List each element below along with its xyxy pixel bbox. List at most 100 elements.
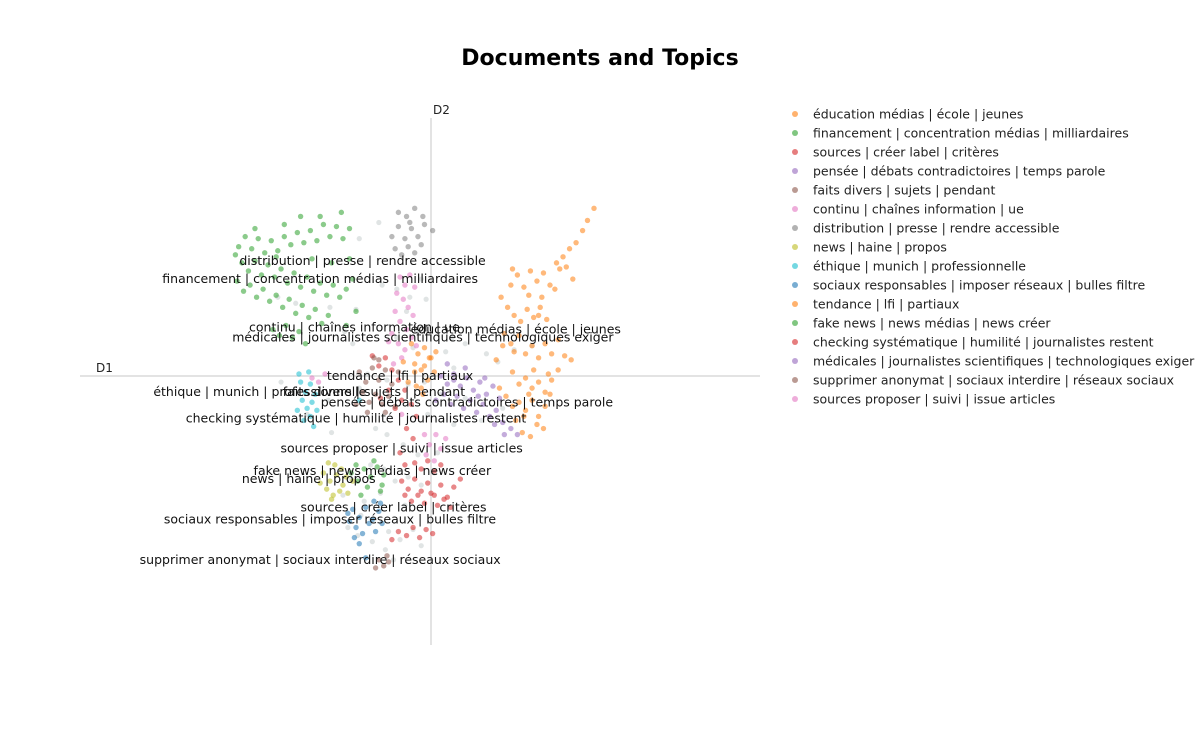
legend-marker[interactable] [792, 206, 798, 212]
data-point [428, 355, 434, 361]
data-point [402, 347, 408, 353]
topic-label: médicales | journalistes scientifiques |… [232, 330, 614, 345]
data-point [278, 266, 284, 272]
legend-item[interactable]: sources | créer label | critères [813, 145, 999, 160]
data-point [560, 254, 566, 260]
legend-marker[interactable] [792, 282, 798, 288]
data-point [493, 407, 499, 414]
data-point [451, 484, 457, 490]
legend-marker[interactable] [792, 396, 798, 402]
legend-marker[interactable] [792, 130, 798, 136]
legend-item[interactable]: sources proposer | suivi | issue article… [813, 392, 1055, 407]
data-point [513, 417, 519, 424]
data-point [367, 474, 374, 480]
data-point [343, 286, 349, 292]
legend-item[interactable]: éthique | munich | professionnelle [813, 259, 1026, 274]
legend-item[interactable]: news | haine | propos [813, 240, 947, 255]
data-point [304, 405, 310, 412]
legend-marker[interactable] [792, 149, 798, 155]
data-point [317, 213, 323, 220]
data-point [317, 480, 323, 486]
topic-points [232, 205, 597, 571]
data-point [353, 462, 359, 468]
data-point [398, 478, 405, 484]
data-point [498, 294, 504, 300]
legend-item[interactable]: sociaux responsables | imposer réseaux |… [813, 278, 1146, 293]
background-point [403, 308, 410, 314]
data-point [441, 391, 447, 397]
data-point [402, 387, 408, 393]
legend-marker[interactable] [792, 320, 798, 326]
legend-marker[interactable] [792, 187, 798, 193]
data-point [350, 478, 356, 484]
data-point [369, 516, 376, 523]
data-point [483, 391, 490, 397]
topic-label: supprimer anonymat | sociaux interdire |… [140, 552, 501, 567]
legend-item[interactable]: fake news | news médias | news créer [813, 316, 1051, 331]
data-point [252, 258, 258, 264]
legend-item[interactable]: checking systématique | humilité | journ… [813, 335, 1154, 350]
background-point [397, 537, 403, 543]
data-point [403, 326, 410, 333]
data-point [361, 466, 367, 472]
background-point [434, 450, 441, 456]
data-point [379, 401, 385, 407]
legend-marker[interactable] [792, 339, 798, 345]
data-point [312, 306, 318, 313]
legend-item[interactable]: pensée | débats contradictoires | temps … [813, 164, 1106, 179]
data-point [486, 413, 493, 420]
legend-marker[interactable] [792, 358, 798, 364]
data-point [457, 383, 464, 389]
data-point [249, 246, 255, 252]
legend-marker[interactable] [792, 377, 798, 383]
data-point [418, 385, 424, 391]
legend-marker[interactable] [792, 263, 798, 269]
data-point [366, 399, 372, 405]
data-point [271, 274, 278, 280]
background-point [350, 341, 356, 347]
data-point [395, 223, 402, 230]
data-point [410, 524, 416, 531]
background-point [376, 219, 382, 226]
legend-item[interactable]: faits divers | sujets | pendant [813, 183, 995, 198]
background-point [369, 539, 375, 545]
data-point [338, 466, 345, 472]
legend-item[interactable]: financement | concentration médias | mil… [813, 126, 1129, 141]
data-point [377, 500, 384, 506]
legend-item[interactable]: distribution | presse | rendre accessibl… [813, 221, 1060, 236]
legend-marker[interactable] [792, 225, 798, 231]
legend-item[interactable]: tendance | lfi | partiaux [813, 297, 959, 312]
y-axis-label: D2 [433, 103, 450, 117]
data-point [398, 397, 405, 403]
data-point [447, 401, 454, 407]
legend-marker[interactable] [792, 244, 798, 250]
legend-marker[interactable] [792, 168, 798, 174]
data-point [372, 391, 379, 397]
data-point [451, 371, 457, 377]
data-point [356, 397, 362, 403]
topic-label: éducation médias | école | jeunes [411, 322, 621, 337]
data-point [490, 383, 496, 389]
topic-label: news | haine | propos [242, 471, 376, 486]
data-point [345, 510, 351, 517]
data-point [395, 377, 402, 383]
data-point [423, 452, 429, 458]
data-point [493, 357, 499, 363]
legend-item[interactable]: supprimer anonymat | sociaux interdire |… [813, 373, 1174, 388]
data-point [402, 282, 408, 288]
data-point [504, 304, 511, 311]
data-point [403, 213, 410, 220]
data-point [258, 272, 265, 278]
topic-label: tendance | lfi | partiaux [327, 368, 473, 383]
data-point [527, 268, 534, 274]
legend-item[interactable]: médicales | journalistes scientifiques |… [813, 354, 1195, 369]
legend-item[interactable]: continu | chaînes information | ue [813, 202, 1024, 217]
data-point [405, 304, 411, 311]
legend-marker[interactable] [792, 301, 798, 307]
data-point [294, 229, 301, 236]
data-point [418, 488, 424, 494]
background-point [384, 377, 390, 383]
legend-marker[interactable] [792, 111, 798, 117]
background-point [415, 328, 421, 335]
legend-item[interactable]: éducation médias | école | jeunes [813, 107, 1023, 122]
